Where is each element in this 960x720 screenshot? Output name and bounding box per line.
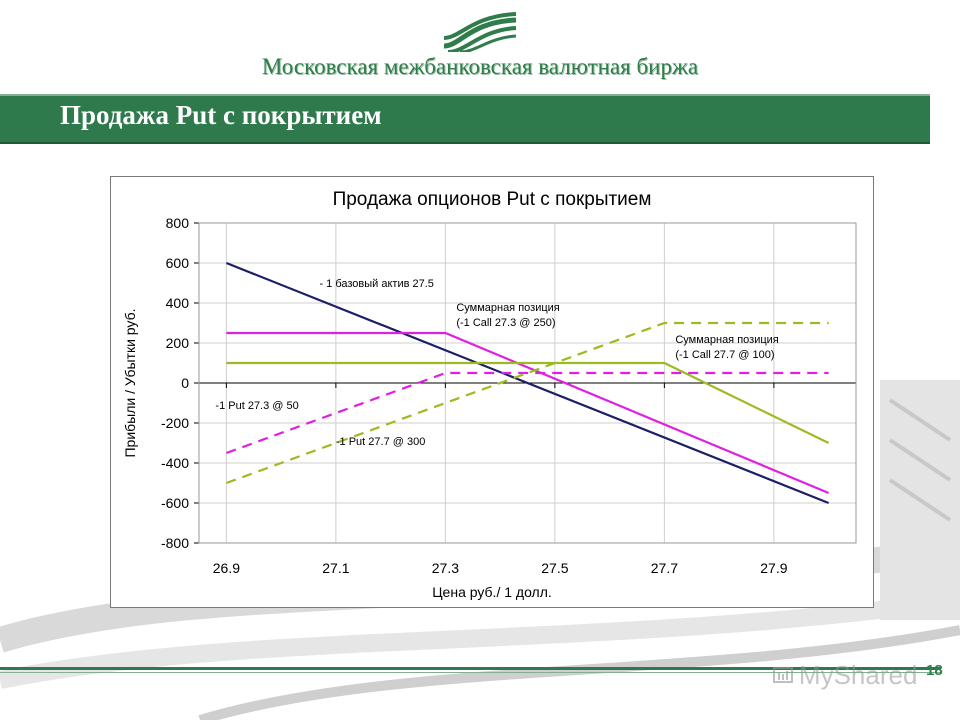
plot-border [198,222,857,544]
chart-frame: Продажа опционов Put с покрытием 800 600 40… [110,176,874,608]
x-tick-label: 26.9 [213,560,240,576]
y-tick-label: 800 [166,215,190,231]
x-tick-label: 27.3 [432,560,459,576]
y-tick-label: 400 [166,295,190,311]
footer-rule-thin [0,672,940,673]
page-number: 18 [926,662,943,679]
chart-title: Продажа опционов Put с покрытием [333,189,652,210]
annotation-label-2: Суммарная позиция [456,302,559,314]
slide-title: Продажа Put с покрытием [60,100,382,130]
y-axis-label: Прибыли / Убытки руб. [122,308,138,457]
series-line-3 [226,361,830,444]
x-tick-label: 27.5 [541,560,568,576]
x-axis-label: Цена руб./ 1 долл. [432,584,552,600]
footer-rule [0,667,940,670]
y-tick-label: 200 [166,335,190,351]
chart: Продажа опционов Put с покрытием 800 600 40… [122,189,857,600]
y-tick-label: -400 [161,455,189,471]
x-tick-label: 27.1 [322,560,349,576]
watermark-text: MyShared [798,660,918,690]
y-tick-label: -200 [161,415,189,431]
annotation-label-1: - 1 базовый актив 27.5 [319,278,433,290]
y-tick-label: -800 [161,535,189,551]
x-tick-label: 27.7 [651,560,678,576]
series-line-1 [225,261,830,505]
y-tick-label: 0 [181,375,189,391]
series-line-4 [226,371,829,455]
organization-name: Московская межбанковская валютная биржа [261,54,699,79]
series-line-2 [226,331,830,495]
title-bar [0,94,930,144]
micex-wave-logo-icon [443,12,517,52]
annotation-label-2: (-1 Call 27.3 @ 250) [456,317,555,329]
y-tick-label: 600 [166,255,190,271]
annotation-label-5: -1 Put 27.7 @ 300 [336,436,425,448]
watermark-icon [773,667,793,683]
series-line-5 [226,321,829,485]
x-tick-label: 27.9 [760,560,787,576]
annotation-label-3: Суммарная позиция [675,334,778,346]
annotation-label-4: -1 Put 27.3 @ 50 [215,400,298,412]
y-tick-label: -600 [161,495,189,511]
annotation-label-3: (-1 Call 27.7 @ 100) [675,349,774,361]
